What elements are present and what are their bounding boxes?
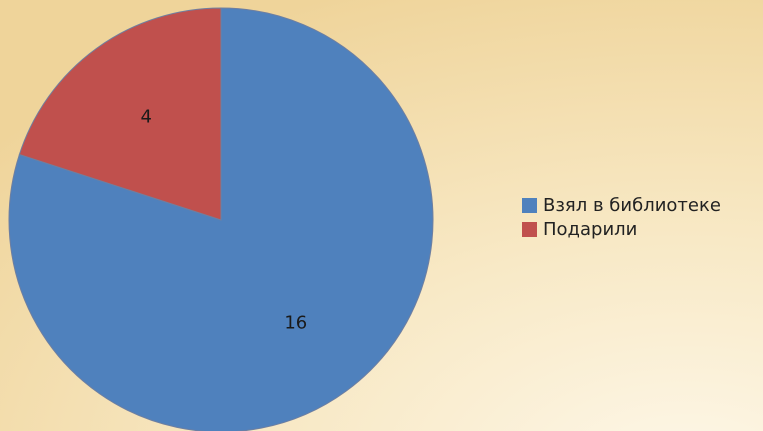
legend-item-library: Взял в библиотеке bbox=[522, 193, 721, 217]
pie-slice-gift bbox=[18, 7, 222, 221]
legend-swatch-library bbox=[522, 197, 537, 213]
data-label-library: 16 bbox=[284, 312, 307, 333]
chart-legend: Взял в библиотеке Подарили bbox=[522, 193, 721, 241]
legend-swatch-gift bbox=[522, 221, 537, 237]
data-label-gift: 4 bbox=[140, 107, 151, 128]
pie-slice-library bbox=[8, 7, 434, 431]
legend-label-gift: Подарили bbox=[543, 218, 638, 240]
legend-item-gift: Подарили bbox=[522, 217, 721, 241]
legend-label-library: Взял в библиотеке bbox=[543, 194, 721, 216]
